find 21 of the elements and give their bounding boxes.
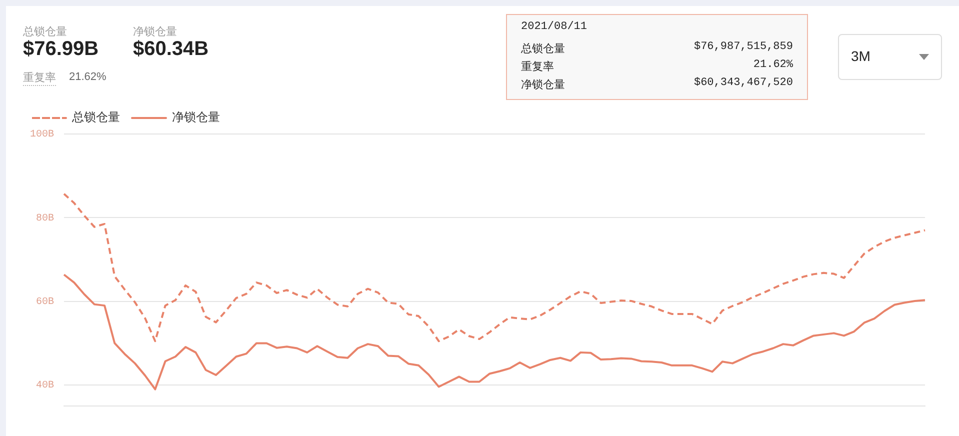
text: 净锁仓量	[521, 77, 565, 92]
y-tick-label: 60B	[36, 297, 54, 308]
y-tick-label: 100B	[30, 130, 54, 141]
text: 21.62%	[753, 59, 793, 71]
text: $76,987,515,859	[694, 41, 793, 53]
line-series	[63, 192, 926, 342]
text: $60.34B	[133, 38, 209, 61]
y-tick-label: 40B	[36, 380, 54, 392]
legend-label: 总锁仓量	[71, 110, 120, 124]
legend-label: 净锁仓量	[172, 110, 220, 124]
text: 重复率	[23, 70, 56, 86]
text: $60,343,467,520	[694, 77, 793, 89]
text: $76.99B	[23, 38, 99, 61]
text: 2021/08/11	[521, 21, 588, 33]
text: 净锁仓量	[133, 24, 177, 39]
text: 总锁仓量	[23, 24, 67, 39]
text: 21.62%	[69, 71, 106, 83]
y-tick-label: 80B	[36, 213, 54, 224]
text: 重复率	[521, 59, 554, 74]
text: 总锁仓量	[521, 41, 565, 56]
text: 3M	[851, 48, 870, 64]
